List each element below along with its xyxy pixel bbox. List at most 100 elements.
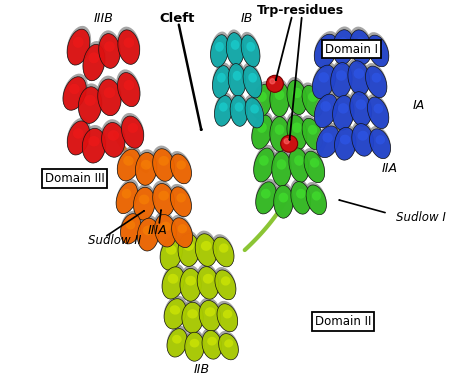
Ellipse shape [88,136,100,146]
Ellipse shape [251,81,274,118]
Ellipse shape [246,42,255,52]
Ellipse shape [308,92,317,102]
Ellipse shape [357,131,368,140]
Ellipse shape [210,35,228,67]
Ellipse shape [364,63,387,98]
Ellipse shape [288,145,310,182]
Ellipse shape [178,224,187,234]
Ellipse shape [120,113,144,148]
Ellipse shape [301,82,323,117]
Ellipse shape [302,85,323,117]
Ellipse shape [116,69,140,107]
Ellipse shape [228,61,246,97]
Ellipse shape [310,158,319,168]
Ellipse shape [179,265,202,301]
Ellipse shape [118,30,140,64]
Ellipse shape [139,194,149,204]
Ellipse shape [63,77,86,110]
Ellipse shape [365,66,387,98]
Ellipse shape [252,84,273,118]
Ellipse shape [133,184,156,220]
Ellipse shape [97,76,122,116]
Ellipse shape [370,129,391,159]
Ellipse shape [286,112,308,149]
Ellipse shape [122,189,131,199]
Ellipse shape [366,32,389,67]
Ellipse shape [226,29,245,66]
Ellipse shape [67,26,91,65]
Ellipse shape [367,35,389,67]
Ellipse shape [251,112,274,149]
Ellipse shape [82,41,106,81]
Ellipse shape [203,274,213,284]
Ellipse shape [244,95,264,128]
Ellipse shape [287,80,307,114]
Ellipse shape [201,327,222,359]
Text: Sudlow I: Sudlow I [395,211,446,224]
Ellipse shape [100,119,126,158]
Ellipse shape [366,94,389,129]
Ellipse shape [160,238,182,270]
Ellipse shape [181,299,204,333]
Ellipse shape [137,218,159,251]
Ellipse shape [99,34,120,68]
Circle shape [266,75,283,92]
Ellipse shape [356,37,366,48]
Text: IIB: IIB [194,364,210,376]
Ellipse shape [116,179,139,214]
Ellipse shape [183,241,194,251]
Ellipse shape [211,234,234,267]
Ellipse shape [135,149,158,185]
Ellipse shape [368,126,391,159]
Ellipse shape [197,267,219,299]
Ellipse shape [201,241,211,251]
Ellipse shape [226,33,244,66]
Ellipse shape [322,133,333,142]
Ellipse shape [162,264,186,299]
Ellipse shape [212,62,232,98]
Ellipse shape [354,68,364,79]
Ellipse shape [195,234,217,266]
Ellipse shape [172,335,182,344]
Ellipse shape [291,182,311,214]
Ellipse shape [269,79,290,117]
Ellipse shape [257,123,267,133]
Ellipse shape [279,193,288,203]
Ellipse shape [185,332,204,361]
Ellipse shape [98,30,121,69]
Ellipse shape [320,41,331,52]
Ellipse shape [270,117,289,151]
Ellipse shape [351,120,374,156]
Ellipse shape [215,270,236,300]
Ellipse shape [215,95,232,126]
Ellipse shape [221,276,230,286]
Ellipse shape [184,329,205,361]
Ellipse shape [73,128,83,139]
Ellipse shape [319,72,329,83]
Ellipse shape [256,182,276,214]
Ellipse shape [166,245,176,255]
Ellipse shape [207,337,217,346]
Ellipse shape [152,146,175,182]
Text: Cleft: Cleft [159,12,195,24]
Ellipse shape [314,34,337,68]
Ellipse shape [169,151,192,184]
Ellipse shape [67,118,91,155]
Ellipse shape [117,146,142,181]
Text: Domain III: Domain III [45,172,104,185]
Text: IB: IB [240,12,253,24]
Ellipse shape [292,123,302,133]
Ellipse shape [257,92,267,102]
Ellipse shape [160,235,184,270]
Ellipse shape [143,225,153,236]
Ellipse shape [349,27,372,64]
Ellipse shape [255,179,277,214]
Text: IIIA: IIIA [148,224,168,237]
Ellipse shape [374,42,383,52]
Ellipse shape [332,26,355,65]
Ellipse shape [217,331,239,360]
Ellipse shape [84,95,96,106]
Text: Domain I: Domain I [325,43,378,55]
Ellipse shape [117,27,140,64]
Ellipse shape [162,267,184,299]
